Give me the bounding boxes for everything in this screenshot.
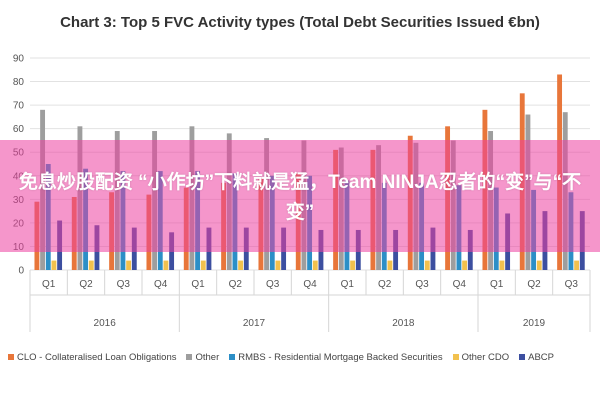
legend-label: Other CDO [461, 352, 510, 363]
bar [424, 260, 430, 270]
x-tick-label: Q3 [117, 279, 131, 290]
y-tick-label: 80 [13, 77, 25, 88]
bar [275, 260, 281, 270]
legend-item: Other [186, 352, 219, 363]
bar [574, 260, 580, 270]
legend-item: Other CDO [452, 352, 510, 363]
x-tick-label: Q1 [490, 279, 504, 290]
x-tick-label: Q2 [229, 279, 243, 290]
year-label: 2017 [243, 318, 266, 329]
legend-swatch [8, 354, 14, 361]
x-tick-label: Q1 [191, 279, 205, 290]
x-tick-label: Q2 [527, 279, 541, 290]
x-tick-label: Q4 [154, 279, 168, 290]
bar [462, 260, 468, 270]
bar [163, 260, 169, 270]
bar [126, 260, 132, 270]
x-tick-label: Q1 [341, 279, 355, 290]
bar [88, 260, 94, 270]
legend-swatch [452, 354, 459, 361]
bar [200, 260, 206, 270]
legend-label: Other [195, 352, 220, 363]
bar [51, 260, 57, 270]
year-label: 2018 [392, 318, 415, 329]
year-label: 2019 [523, 318, 546, 329]
x-tick-label: Q3 [266, 279, 280, 290]
x-tick-label: Q4 [303, 279, 317, 290]
y-tick-label: 70 [13, 101, 25, 112]
legend-swatch [186, 354, 193, 361]
chart-legend: CLO - Collateralised Loan Obligations Oth… [8, 352, 598, 363]
bar [387, 260, 393, 270]
y-tick-label: 0 [18, 266, 24, 277]
legend-label: CLO - Collateralised Loan Obligations [17, 352, 177, 363]
x-axis-ticks: Q1 Q2 Q3 Q4 Q1 Q2 Q3 Q4 Q1 Q2 Q3 Q4 Q1 Q2 Q3 [29, 270, 591, 295]
bar [238, 260, 244, 270]
x-axis-year-groups: 2016 2017 2018 2019 [29, 294, 591, 332]
promo-overlay-text[interactable]: 免息炒股配资 “小作坊”下料就是猛，Team NINJA忍者的“变”与“不变” [18, 172, 582, 223]
legend-label: ABCP [528, 352, 554, 363]
x-tick-label: Q1 [42, 279, 56, 290]
bar [499, 260, 505, 270]
x-tick-label: Q2 [79, 279, 93, 290]
chart-title: Chart 3: Top 5 FVC Activity types (Total… [60, 14, 540, 31]
x-tick-label: Q2 [378, 279, 392, 290]
legend-item: RMBS - Residential Mortgage Backed Secur… [229, 352, 443, 363]
legend-swatch [519, 354, 526, 361]
bar [312, 260, 318, 270]
legend-item: CLO - Collateralised Loan Obligations [8, 352, 176, 363]
y-tick-label: 60 [13, 124, 25, 135]
year-label: 2016 [94, 318, 117, 329]
y-tick-label: 90 [13, 54, 25, 65]
x-tick-label: Q3 [415, 279, 429, 290]
x-tick-label: Q3 [565, 279, 579, 290]
legend-label: RMBS - Residential Mortgage Backed Secur… [238, 352, 443, 363]
x-tick-label: Q4 [453, 279, 467, 290]
promo-overlay-banner[interactable] [0, 140, 600, 252]
bar [350, 260, 356, 270]
bar [536, 260, 542, 270]
legend-item: ABCP [519, 352, 554, 363]
legend-swatch [229, 354, 236, 361]
